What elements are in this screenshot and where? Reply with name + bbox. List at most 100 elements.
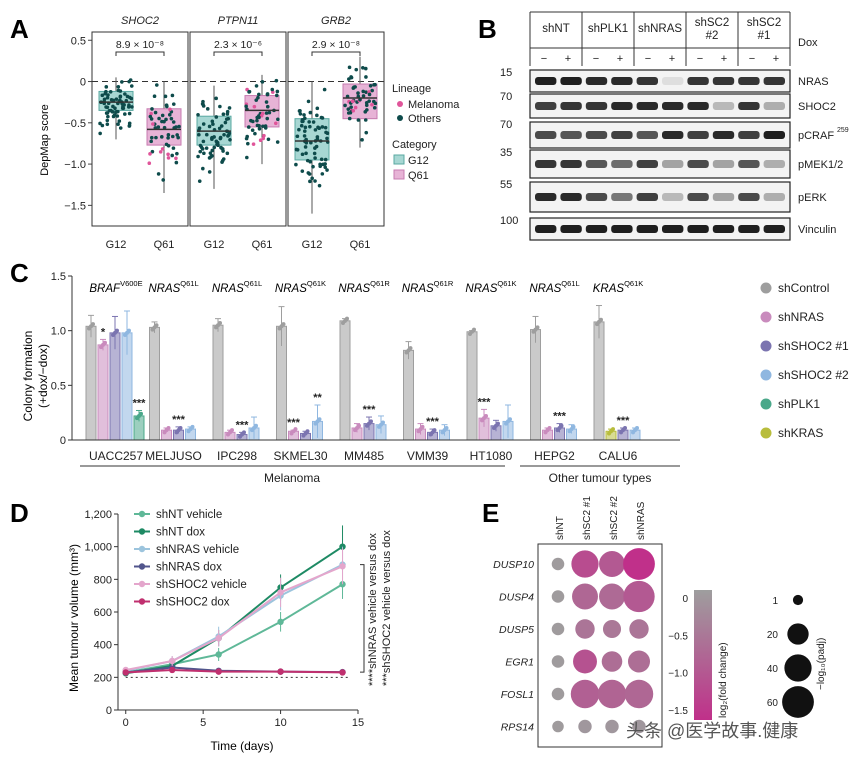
panel-c-label: C [10, 258, 29, 288]
b-blot-panel [529, 217, 791, 241]
b-band [636, 160, 658, 168]
c-point [635, 425, 639, 430]
a-point [275, 89, 280, 94]
a-point [100, 123, 105, 128]
d-xtick-label: 5 [200, 717, 206, 729]
a-point [227, 106, 232, 110]
a-point [164, 103, 169, 107]
a-legend-others-dot [397, 115, 403, 121]
a-point [129, 96, 134, 101]
a-point [196, 154, 200, 159]
a-point [346, 107, 351, 111]
a-point [300, 152, 305, 157]
c-point [190, 424, 195, 429]
b-band [738, 160, 760, 168]
b-band [763, 131, 785, 139]
panel-b-label: B [478, 14, 497, 44]
c-point [91, 322, 95, 327]
a-point [325, 168, 329, 172]
a-point [264, 100, 269, 104]
a-point [219, 124, 224, 128]
a-point [109, 97, 114, 102]
b-condition-label: #1 [758, 30, 771, 42]
d-legend-label: shSHOC2 vehicle [156, 579, 247, 591]
c-legend-label: shControl [778, 281, 829, 295]
a-point [315, 106, 320, 111]
a-point [175, 151, 179, 156]
c-legend-swatch [760, 398, 772, 410]
a-point [169, 116, 174, 121]
a-point [254, 98, 259, 102]
a-point [215, 142, 219, 147]
b-mw-label: 55 [500, 179, 512, 191]
a-ytick-label: −1.5 [64, 200, 86, 212]
c-mutation-label: NRASQ61R [402, 279, 454, 295]
c-legend-label: shNRAS [778, 310, 824, 324]
a-point [207, 170, 212, 174]
a-point [320, 172, 325, 176]
a-legend-g12-swatch [393, 154, 405, 165]
c-point [472, 327, 476, 332]
b-band [636, 131, 658, 139]
a-point [161, 178, 166, 182]
a-point [225, 151, 230, 156]
c-legend-swatch [760, 340, 772, 352]
a-point [125, 94, 130, 99]
a-point [151, 122, 155, 126]
a-point [258, 138, 263, 142]
e-dot [605, 719, 619, 734]
b-band [585, 102, 608, 110]
b-dox-label: Dox [798, 37, 818, 49]
b-band [535, 160, 557, 168]
a-point [196, 112, 200, 117]
e-size-tick: 20 [767, 630, 779, 641]
a-point [166, 133, 171, 137]
a-pvalue: 2.3 × 10⁻⁶ [214, 39, 262, 51]
a-point [325, 131, 330, 135]
a-point [257, 124, 261, 128]
c-point [599, 317, 603, 322]
c-point [281, 322, 286, 327]
c-legend-swatch [760, 427, 772, 439]
b-dox-sign: + [721, 53, 727, 65]
a-point [170, 93, 175, 98]
a-point [363, 66, 368, 71]
b-band [560, 102, 582, 110]
d-legend-dot [138, 580, 146, 588]
a-point [127, 121, 132, 126]
a-point [204, 146, 209, 150]
b-band [687, 131, 709, 139]
a-point [212, 145, 217, 150]
c-cellline-label: IPC298 [217, 449, 257, 463]
a-gene-title: GRB2 [321, 15, 351, 27]
a-point [223, 120, 228, 125]
a-point [245, 134, 249, 139]
b-dox-sign: − [645, 53, 651, 65]
panel-a-ylabel: DepMap score [39, 104, 51, 176]
e-size-label: −log₁₀(padj) [816, 638, 827, 690]
b-band [535, 102, 557, 110]
d-point [339, 581, 346, 588]
b-band [712, 193, 735, 201]
a-point [221, 157, 226, 161]
a-point [149, 135, 154, 140]
c-point [571, 424, 576, 429]
panel-e-dotplot: E shNT shSC2 #1 shSC2 #2 shNRAS DUSP10 DUSP4 D… [482, 496, 827, 748]
b-band [611, 193, 633, 201]
a-point [297, 109, 302, 113]
a-point [260, 80, 265, 84]
a-bracket [213, 51, 263, 56]
a-xtick-label: Q61 [350, 239, 371, 251]
a-point [349, 75, 353, 79]
a-point [265, 104, 270, 109]
a-point [121, 106, 126, 111]
c-legend-swatch [760, 369, 772, 381]
c-point [484, 413, 488, 418]
c-bar-shcontrol [149, 326, 160, 441]
e-dot [623, 548, 655, 580]
a-point [306, 99, 311, 104]
a-point [259, 113, 264, 118]
a-point [226, 116, 231, 121]
panel-d-xlabel: Time (days) [211, 739, 274, 753]
a-point [108, 90, 113, 94]
